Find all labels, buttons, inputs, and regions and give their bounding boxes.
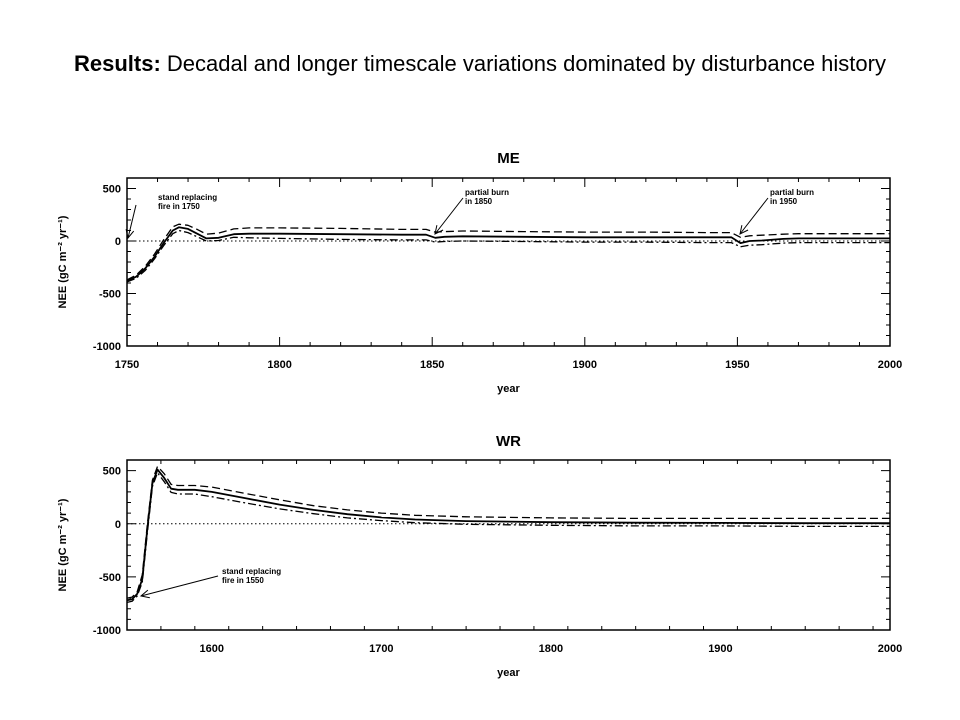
wr-annotation-text: stand replacing xyxy=(222,567,281,576)
wr-title: WR xyxy=(496,433,521,450)
me-xtick-label: 1950 xyxy=(725,359,749,371)
me-ytick-label: -1000 xyxy=(93,341,121,353)
wr-xtick-label: 2000 xyxy=(878,643,902,655)
me-annotation-arrow xyxy=(434,197,464,235)
wr-series-dashed xyxy=(126,465,890,599)
wr-frame xyxy=(126,459,891,631)
me-xtick-label: 1750 xyxy=(115,359,139,371)
me-ytick-label: 0 xyxy=(115,236,121,248)
wr-xlabel: year xyxy=(497,667,520,679)
me-annotation-text: partial burn xyxy=(770,188,814,197)
me-annotation-arrow xyxy=(739,197,769,235)
wr-annotation-arrow xyxy=(140,575,219,597)
wr-xtick-label: 1900 xyxy=(708,643,732,655)
wr-xtick-label: 1700 xyxy=(369,643,393,655)
me-annotation-arrowhead xyxy=(434,225,444,235)
me-annotation-arrowhead xyxy=(125,229,135,240)
me-annotation-arrowhead xyxy=(739,225,749,235)
me-series-dashdot xyxy=(126,229,890,283)
me-ylabel: NEE (gC m⁻² yr⁻¹) xyxy=(57,215,69,308)
slide-title-text: Decadal and longer timescale variations … xyxy=(160,51,886,76)
me-annotation-text: stand replacing xyxy=(158,193,217,202)
wr-plot: WR 1600 1700 1800 1900 2000 500 0 -500 -1000 year N… xyxy=(57,433,902,679)
slide-title: Results: Decadal and longer timescale va… xyxy=(60,48,900,79)
slide-title-bold: Results: xyxy=(74,51,161,76)
me-title: ME xyxy=(497,150,520,167)
me-ytick-label: -500 xyxy=(99,289,121,301)
wr-ytick-label: -500 xyxy=(99,572,121,584)
me-annotation-text: in 1950 xyxy=(770,197,798,206)
me-xlabel: year xyxy=(497,383,520,395)
me-annotation-text: fire in 1750 xyxy=(158,202,200,211)
me-xtick-label: 1900 xyxy=(573,359,597,371)
wr-annotation-text: fire in 1550 xyxy=(222,576,264,585)
me-xtick-label: 2000 xyxy=(878,359,902,371)
wr-ytick-label: 0 xyxy=(115,519,121,531)
me-annotation-arrow xyxy=(127,204,137,239)
wr-ylabel: NEE (gC m⁻² yr⁻¹) xyxy=(57,498,69,591)
me-annotation-text: partial burn xyxy=(465,188,509,197)
me-plot: ME 1750 1800 1850 1900 1950 2000 500 0 -500 -1000 y… xyxy=(57,150,902,395)
me-xtick-label: 1850 xyxy=(420,359,444,371)
me-ytick-label: 500 xyxy=(103,184,121,196)
me-annotation-text: in 1850 xyxy=(465,197,493,206)
wr-series-dashdot xyxy=(126,472,890,604)
me-series-solid xyxy=(126,226,890,282)
me-series-dashed xyxy=(126,223,890,281)
wr-annotation-arrowhead xyxy=(139,589,150,599)
wr-ytick-label: 500 xyxy=(103,466,121,478)
wr-xtick-label: 1800 xyxy=(539,643,563,655)
wr-ytick-label: -1000 xyxy=(93,625,121,637)
wr-xtick-label: 1600 xyxy=(200,643,224,655)
me-xtick-label: 1800 xyxy=(267,359,291,371)
